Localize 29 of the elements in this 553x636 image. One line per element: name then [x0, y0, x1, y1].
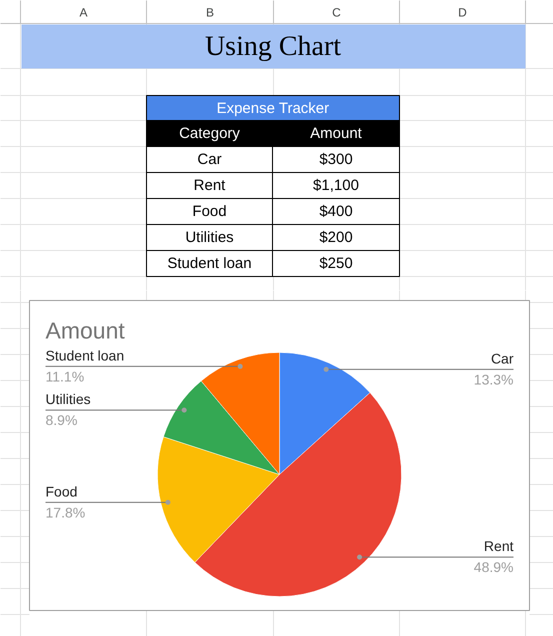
data-label: 8.9%	[46, 412, 78, 428]
slice-label: Food	[46, 483, 78, 500]
text: Car	[197, 151, 222, 168]
text: Expense Tracker	[216, 100, 330, 117]
chart-title: Amount	[46, 318, 126, 344]
text: $1,100	[313, 177, 359, 194]
text: Student loan	[167, 255, 252, 272]
text: B	[206, 6, 214, 20]
slice-label: Rent	[484, 538, 514, 554]
text: $400	[319, 203, 353, 220]
text: $300	[319, 151, 353, 168]
slice-label: Utilities	[46, 391, 91, 408]
text: $250	[319, 255, 353, 272]
text: $200	[319, 229, 353, 246]
text: A	[80, 6, 88, 20]
text: Amount	[310, 125, 363, 142]
text: D	[458, 6, 468, 20]
text: Food	[192, 203, 227, 220]
slice-label: Car	[490, 350, 514, 366]
text: Utilities	[185, 229, 234, 246]
text: Rent	[194, 177, 226, 194]
text: C	[332, 6, 342, 20]
data-label: 13.3%	[474, 371, 514, 388]
data-label: 17.8%	[46, 504, 86, 520]
text: Category	[179, 125, 240, 142]
text: Using Chart	[204, 31, 342, 62]
slice-label: Student loan	[46, 347, 124, 364]
data-label: 48.9%	[474, 559, 514, 576]
data-label: 11.1%	[46, 368, 84, 384]
